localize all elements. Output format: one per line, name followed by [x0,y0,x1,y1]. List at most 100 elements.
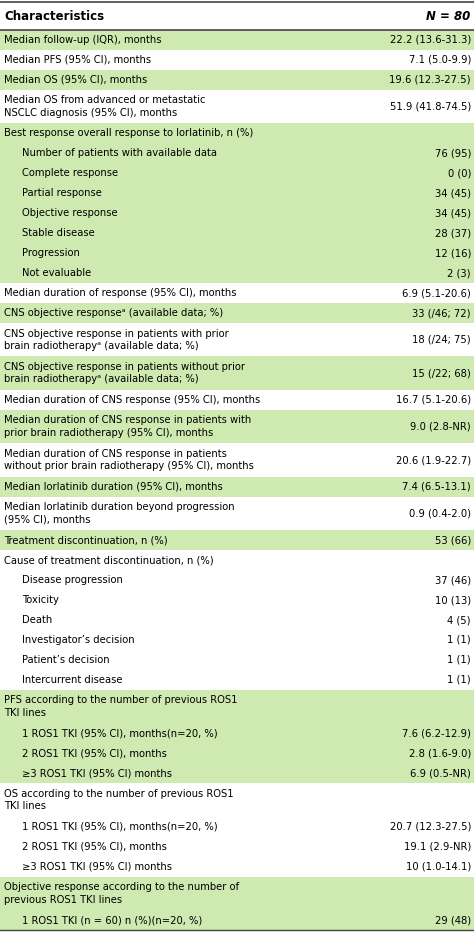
Text: 6.9 (0.5-NR): 6.9 (0.5-NR) [410,768,471,778]
Bar [0,70,474,89]
Text: 1 ROS1 TKI (95% CI), months(n=20, %): 1 ROS1 TKI (95% CI), months(n=20, %) [22,728,218,738]
Bar [0,630,474,650]
Text: Toxicity: Toxicity [22,595,59,605]
Text: 1 (1): 1 (1) [447,655,471,665]
Bar [0,163,474,184]
Text: 53 (66): 53 (66) [435,535,471,545]
Text: Patient’s decision: Patient’s decision [22,655,109,665]
Text: 34 (45): 34 (45) [435,188,471,199]
Text: ≥3 ROS1 TKI (95% CI) months: ≥3 ROS1 TKI (95% CI) months [22,768,172,778]
Text: 19.6 (12.3-27.5): 19.6 (12.3-27.5) [390,75,471,85]
Bar [0,323,474,356]
Bar [0,144,474,163]
Bar [0,50,474,70]
Text: 12 (16): 12 (16) [435,248,471,258]
Text: 20.7 (12.3-27.5): 20.7 (12.3-27.5) [390,822,471,831]
Text: 20.6 (1.9-22.7): 20.6 (1.9-22.7) [396,455,471,465]
Bar [0,283,474,303]
Text: Investigator’s decision: Investigator’s decision [22,635,135,645]
Bar [0,650,474,670]
Text: 19.1 (2.9-NR): 19.1 (2.9-NR) [404,842,471,852]
Bar [0,203,474,223]
Text: 1 (1): 1 (1) [447,635,471,645]
Text: Intercurrent disease: Intercurrent disease [22,675,122,685]
Text: Median OS (95% CI), months: Median OS (95% CI), months [4,75,147,85]
Bar [0,837,474,857]
Text: 15 (/22; 68): 15 (/22; 68) [412,368,471,378]
Text: Cause of treatment discontinuation, n (%): Cause of treatment discontinuation, n (%… [4,555,214,565]
Bar [0,2,474,30]
Text: 7.1 (5.0-9.9): 7.1 (5.0-9.9) [409,55,471,65]
Text: CNS objective response in patients without prior
brain radiotherapyᵃ (available : CNS objective response in patients witho… [4,362,245,384]
Bar [0,184,474,203]
Text: 1 ROS1 TKI (95% CI), months(n=20, %): 1 ROS1 TKI (95% CI), months(n=20, %) [22,822,218,831]
Text: 1 ROS1 TKI (n = 60) n (%)(n=20, %): 1 ROS1 TKI (n = 60) n (%)(n=20, %) [22,915,202,925]
Text: Number of patients with available data: Number of patients with available data [22,148,217,158]
Text: Best response overall response to lorlatinib, n (%): Best response overall response to lorlat… [4,129,253,138]
Bar [0,610,474,630]
Text: 10 (1.0-14.1): 10 (1.0-14.1) [406,861,471,871]
Bar [0,670,474,690]
Text: Median duration of CNS response in patients
without prior brain radiotherapy (95: Median duration of CNS response in patie… [4,449,254,472]
Bar [0,263,474,283]
Text: 29 (48): 29 (48) [435,915,471,925]
Text: Not evaluable: Not evaluable [22,268,91,278]
Text: Median duration of CNS response (95% CI), months: Median duration of CNS response (95% CI)… [4,395,260,404]
Bar [0,550,474,570]
Bar [0,410,474,444]
Bar [0,243,474,263]
Text: 6.9 (5.1-20.6): 6.9 (5.1-20.6) [402,288,471,298]
Bar [0,89,474,123]
Bar [0,857,474,877]
Text: Objective response: Objective response [22,208,118,218]
Text: Median PFS (95% CI), months: Median PFS (95% CI), months [4,55,151,65]
Bar [0,303,474,323]
Text: Median lorlatinib duration beyond progression
(95% CI), months: Median lorlatinib duration beyond progre… [4,502,235,525]
Bar [0,356,474,390]
Text: 2 ROS1 TKI (95% CI), months: 2 ROS1 TKI (95% CI), months [22,842,167,852]
Text: 7.6 (6.2-12.9): 7.6 (6.2-12.9) [402,728,471,738]
Text: Disease progression: Disease progression [22,575,123,585]
Text: N = 80: N = 80 [426,9,470,22]
Text: 1 (1): 1 (1) [447,675,471,685]
Text: Progression: Progression [22,248,80,258]
Text: 18 (/24; 75): 18 (/24; 75) [412,335,471,345]
Text: CNS objective responseᵃ (available data; %): CNS objective responseᵃ (available data;… [4,308,223,318]
Bar [0,477,474,497]
Text: Characteristics: Characteristics [4,9,104,22]
Bar [0,444,474,477]
Text: 28 (37): 28 (37) [435,228,471,239]
Text: Stable disease: Stable disease [22,228,95,239]
Bar [0,723,474,744]
Bar [0,570,474,590]
Text: Median duration of response (95% CI), months: Median duration of response (95% CI), mo… [4,288,237,298]
Text: OS according to the number of previous ROS1
TKI lines: OS according to the number of previous R… [4,788,234,811]
Text: 37 (46): 37 (46) [435,575,471,585]
Bar [0,763,474,783]
Text: PFS according to the number of previous ROS1
TKI lines: PFS according to the number of previous … [4,695,237,718]
Text: 2 ROS1 TKI (95% CI), months: 2 ROS1 TKI (95% CI), months [22,748,167,759]
Text: Median OS from advanced or metastatic
NSCLC diagnosis (95% CI), months: Median OS from advanced or metastatic NS… [4,95,206,117]
Bar [0,590,474,610]
Text: 0.9 (0.4-2.0): 0.9 (0.4-2.0) [409,509,471,518]
Bar [0,223,474,243]
Text: 2 (3): 2 (3) [447,268,471,278]
Bar [0,690,474,723]
Text: Partial response: Partial response [22,188,102,199]
Text: 0 (0): 0 (0) [447,169,471,178]
Text: 7.4 (6.5-13.1): 7.4 (6.5-13.1) [402,482,471,492]
Bar [0,816,474,837]
Text: 33 (/46; 72): 33 (/46; 72) [412,308,471,318]
Text: 4 (5): 4 (5) [447,615,471,625]
Bar [0,123,474,144]
Text: 34 (45): 34 (45) [435,208,471,218]
Bar [0,783,474,816]
Text: Treatment discontinuation, n (%): Treatment discontinuation, n (%) [4,535,168,545]
Bar [0,497,474,530]
Text: 9.0 (2.8-NR): 9.0 (2.8-NR) [410,421,471,432]
Text: Median lorlatinib duration (95% CI), months: Median lorlatinib duration (95% CI), mon… [4,482,223,492]
Text: ≥3 ROS1 TKI (95% CI) months: ≥3 ROS1 TKI (95% CI) months [22,861,172,871]
Text: 10 (13): 10 (13) [435,595,471,605]
Text: Median duration of CNS response in patients with
prior brain radiotherapy (95% C: Median duration of CNS response in patie… [4,416,251,438]
Text: Death: Death [22,615,52,625]
